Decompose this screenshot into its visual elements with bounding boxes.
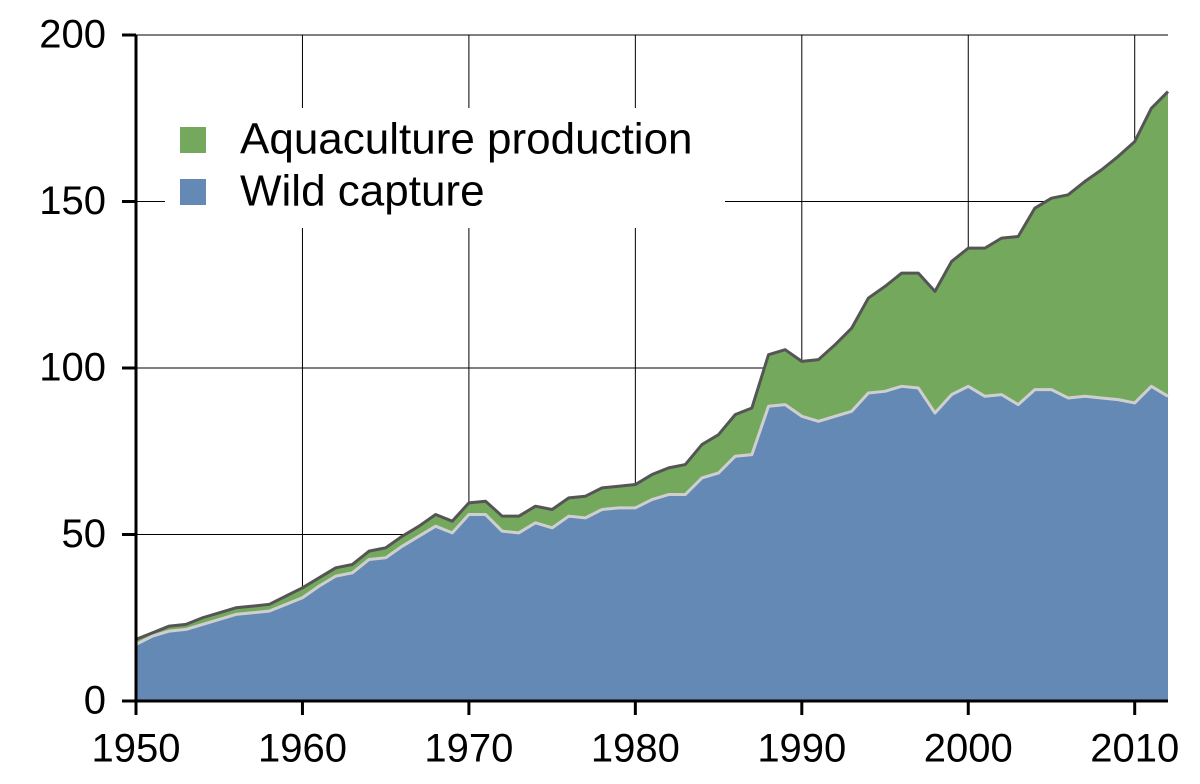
x-tick-label: 2000 bbox=[924, 727, 1013, 771]
area bbox=[136, 386, 1168, 701]
x-tick-label: 1950 bbox=[92, 727, 181, 771]
x-tick-label: 1990 bbox=[757, 727, 846, 771]
legend-swatch bbox=[180, 179, 206, 205]
y-tick-label: 0 bbox=[84, 679, 106, 723]
legend-label: Wild capture bbox=[240, 167, 485, 216]
x-tick-label: 2010 bbox=[1090, 727, 1179, 771]
y-tick-label: 50 bbox=[62, 512, 107, 556]
area-edge bbox=[135, 90, 1170, 641]
area bbox=[136, 91, 1168, 645]
area-edge bbox=[135, 384, 1169, 646]
y-tick-label: 100 bbox=[39, 346, 106, 390]
x-tick-label: 1970 bbox=[424, 727, 513, 771]
x-tick-label: 1960 bbox=[258, 727, 347, 771]
legend-box bbox=[165, 108, 725, 228]
y-tick-label: 150 bbox=[39, 179, 106, 223]
y-tick-label: 200 bbox=[39, 13, 106, 57]
legend-swatch bbox=[180, 127, 206, 153]
x-tick-label: 1980 bbox=[591, 727, 680, 771]
legend-label: Aquaculture production bbox=[240, 115, 693, 164]
